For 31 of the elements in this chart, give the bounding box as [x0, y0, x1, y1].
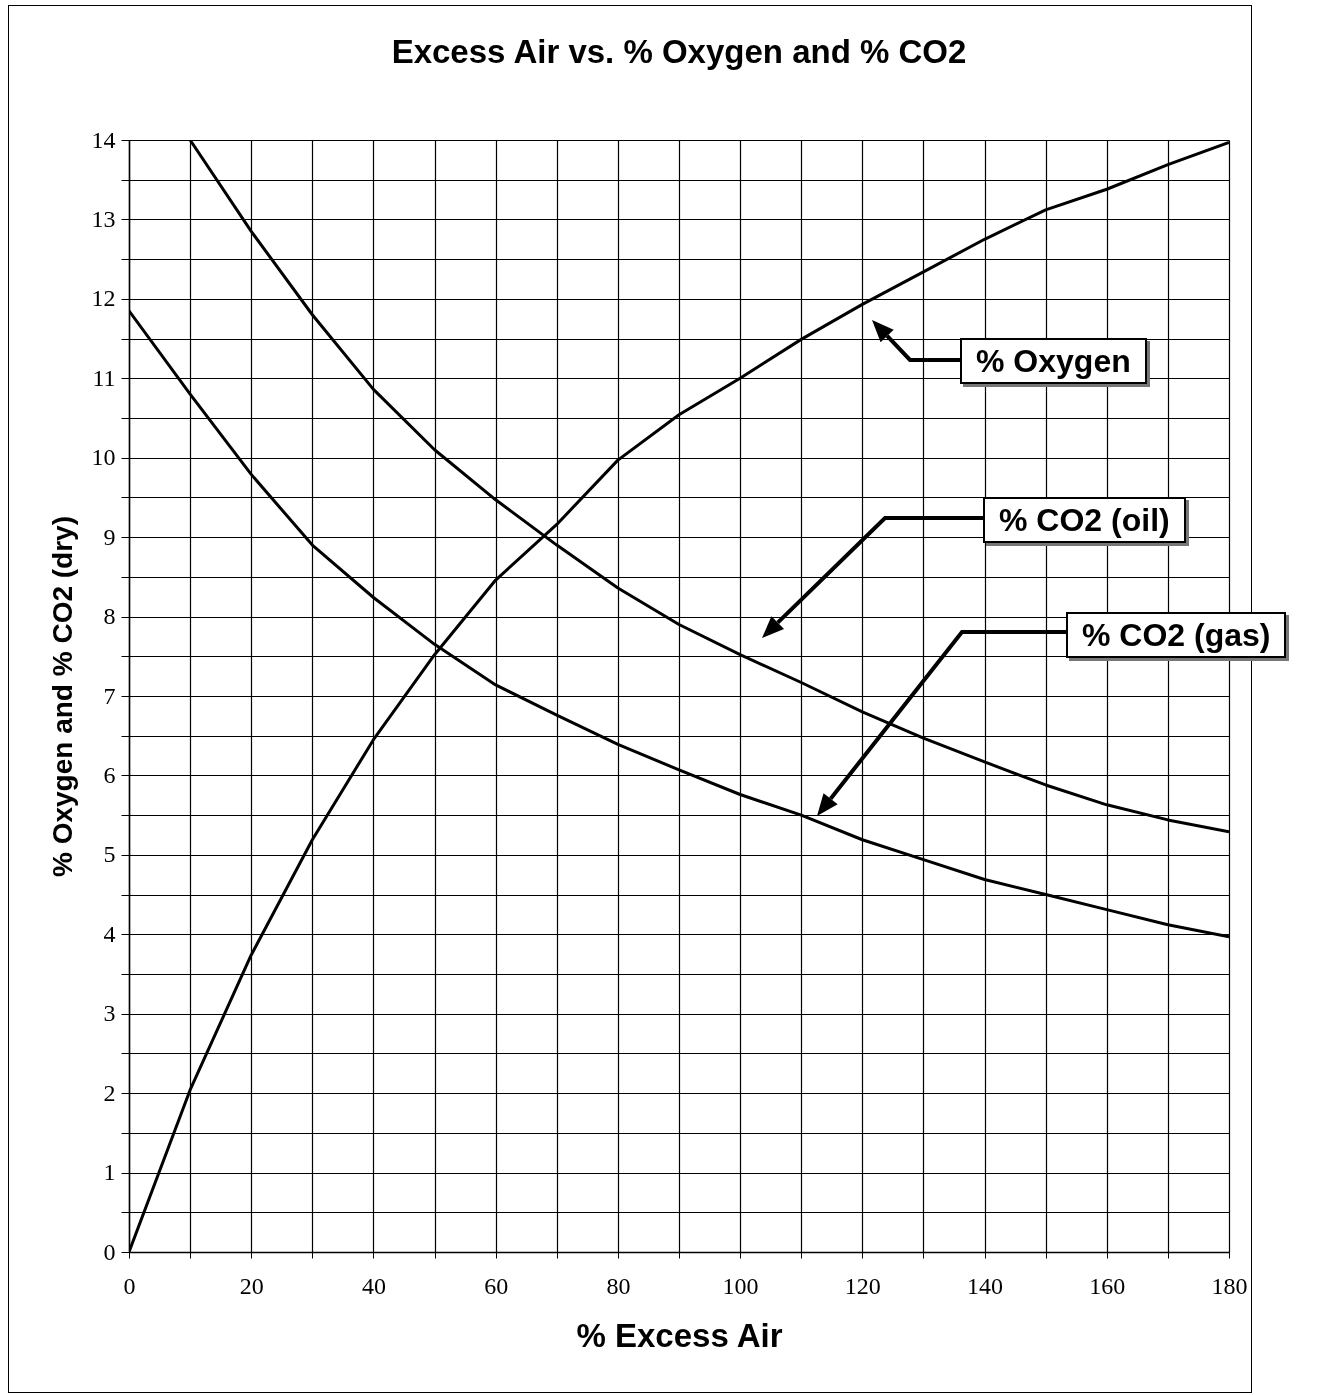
- x-tick-label: 40: [361, 1272, 386, 1299]
- x-tick-label: 80: [606, 1272, 631, 1299]
- x-tick-label: 160: [1089, 1272, 1126, 1299]
- legend-label: % Oxygen: [960, 338, 1147, 384]
- y-tick-label: 3: [103, 1000, 116, 1027]
- x-tick-label: 0: [123, 1272, 136, 1299]
- y-tick-label: 10: [91, 444, 116, 471]
- text: % CO2 (oil): [983, 497, 1186, 543]
- x-tick-label: 20: [239, 1272, 264, 1299]
- text: % CO2 (gas): [1066, 612, 1287, 658]
- y-tick-label: 9: [103, 523, 116, 550]
- y-tick-label: 14: [91, 126, 116, 153]
- x-tick-label: 60: [484, 1272, 509, 1299]
- y-axis-title: % Oxygen and % CO2 (dry): [46, 516, 78, 877]
- chart-title: Excess Air vs. % Oxygen and % CO2: [391, 33, 967, 70]
- x-tick-label: 140: [967, 1272, 1004, 1299]
- y-tick-label: 4: [103, 920, 116, 947]
- x-axis-title: % Excess Air: [576, 1316, 783, 1354]
- x-tick-label: 100: [722, 1272, 759, 1299]
- y-tick-label: 7: [103, 682, 116, 709]
- y-tick-label: 2: [103, 1079, 116, 1106]
- y-tick-label: 11: [92, 364, 116, 391]
- y-tick-label: 1: [103, 1159, 116, 1186]
- y-tick-label: 6: [103, 761, 116, 788]
- y-tick-label: 12: [91, 285, 116, 312]
- y-tick-label: 5: [103, 841, 116, 868]
- x-tick-label: 180: [1211, 1272, 1248, 1299]
- x-tick-label: 120: [844, 1272, 881, 1299]
- y-tick-label: 13: [91, 205, 116, 232]
- y-tick-label: 8: [103, 603, 116, 630]
- y-tick-label: 0: [103, 1238, 116, 1265]
